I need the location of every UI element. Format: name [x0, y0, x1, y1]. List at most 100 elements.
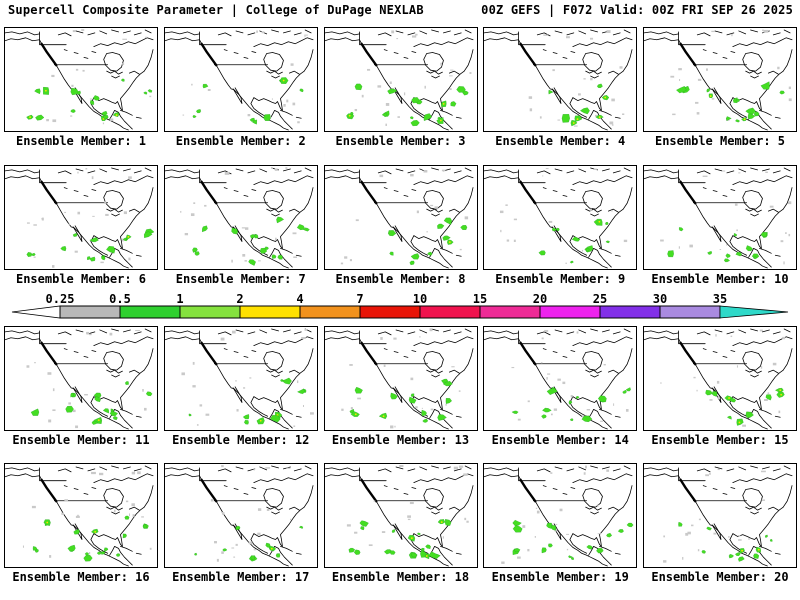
ensemble-member-label: Ensemble Member: 19 [491, 570, 629, 584]
map-north-america [323, 165, 478, 270]
ensemble-member-label: Ensemble Member: 15 [651, 433, 789, 447]
panel-row-3: Ensemble Member: 11 [4, 326, 797, 447]
ensemble-member-label: Ensemble Member: 4 [495, 134, 626, 148]
low-value-speckles [181, 328, 314, 427]
colorbar-tick-label: 2 [236, 292, 243, 306]
map-north-america [643, 326, 797, 431]
low-value-speckles [340, 328, 460, 429]
low-value-speckles [354, 30, 471, 126]
scp-green-areas [192, 77, 304, 125]
low-value-speckles [660, 170, 792, 265]
ensemble-panel: Ensemble Member: 19 [483, 463, 638, 584]
colorbar-tick-label: 30 [653, 292, 667, 306]
map-north-america [4, 27, 158, 132]
colorbar: 0.25 0.5 1 2 4 7 10 15 20 25 30 35 [4, 292, 796, 320]
scp-green-areas [676, 81, 785, 123]
ensemble-member-label: Ensemble Member: 1 [15, 134, 147, 148]
colorbar-tick-label: 20 [533, 292, 547, 306]
colorbar-tick-label: 10 [413, 292, 427, 306]
header: Supercell Composite Parameter | College … [8, 3, 793, 17]
colorbar-tick-label: 0.25 [46, 292, 75, 306]
scp-green-areas [548, 83, 610, 127]
ensemble-member-label: Ensemble Member: 3 [335, 134, 466, 148]
ensemble-member-label: Ensemble Member: 8 [335, 272, 466, 286]
scp-green-areas [32, 515, 149, 562]
map-north-america [483, 463, 638, 568]
scp-green-areas [538, 218, 611, 264]
panel-row-2: Ensemble Member: 6 [4, 165, 797, 286]
map-north-america [4, 326, 158, 431]
ensemble-panel: Ensemble Member: 15 [643, 326, 797, 447]
ensemble-member-label: Ensemble Member: 5 [654, 134, 786, 148]
scp-green-areas [349, 378, 453, 423]
scp-green-areas [26, 228, 155, 262]
scp-green-areas [26, 78, 153, 121]
scp-green-areas [192, 216, 310, 266]
ensemble-member-label: Ensemble Member: 14 [491, 433, 629, 447]
ensemble-member-label: Ensemble Member: 13 [331, 433, 470, 447]
ensemble-member-label: Ensemble Member: 9 [495, 272, 626, 286]
ensemble-member-label: Ensemble Member: 11 [12, 433, 150, 447]
colorbar-tick-label: 25 [593, 292, 607, 306]
ensemble-member-label: Ensemble Member: 12 [172, 433, 310, 447]
low-value-speckles [210, 465, 291, 562]
low-value-speckles [346, 465, 469, 547]
scp-green-areas [678, 521, 773, 562]
colorbar-tick-label: 0.5 [109, 292, 131, 306]
map-north-america [4, 463, 158, 568]
ensemble-panel: Ensemble Member: 10 [643, 165, 797, 286]
ensemble-panel: Ensemble Member: 12 [163, 326, 318, 447]
low-value-speckles [26, 168, 132, 268]
ensemble-panel: Ensemble Member: 3 [323, 27, 478, 148]
map-north-america [163, 27, 318, 132]
scp-green-areas [348, 519, 451, 560]
ensemble-member-label: Ensemble Member: 2 [175, 134, 306, 148]
map-north-america [163, 165, 318, 270]
colorbar-scale: 0.25 0.5 1 2 4 7 10 15 20 25 30 35 [11, 292, 789, 319]
map-north-america [483, 165, 638, 270]
ensemble-panel: Ensemble Member: 16 [4, 463, 158, 584]
map-north-america [483, 27, 638, 132]
panel-row-1: Ensemble Member: 1 [4, 27, 797, 148]
low-value-speckles [500, 168, 628, 264]
map-north-america [4, 165, 158, 270]
ensemble-member-label: Ensemble Member: 20 [651, 570, 789, 584]
scp-green-areas [387, 217, 467, 266]
ensemble-panel: Ensemble Member: 2 [163, 27, 318, 148]
ensemble-member-label: Ensemble Member: 18 [331, 570, 470, 584]
scp-green-areas [512, 519, 634, 560]
map-north-america [323, 463, 478, 568]
scp-green-areas [188, 377, 307, 425]
ensemble-member-label: Ensemble Member: 7 [175, 272, 306, 286]
colorbar-tick-label: 15 [473, 292, 487, 306]
scp-green-areas [667, 227, 768, 263]
ensemble-member-label: Ensemble Member: 16 [12, 570, 150, 584]
title-product: Supercell Composite Parameter | College … [8, 3, 424, 17]
ensemble-panel: Ensemble Member: 20 [643, 463, 797, 584]
scp-green-areas [705, 387, 785, 426]
low-value-speckles [340, 169, 468, 265]
low-value-speckles [528, 30, 625, 127]
colorbar-tick-label: 4 [296, 292, 303, 306]
title-model-valid-time: 00Z GEFS | F072 Valid: 00Z FRI SEP 26 20… [481, 3, 793, 17]
ensemble-panel: Ensemble Member: 18 [323, 463, 478, 584]
ensemble-panel: Ensemble Member: 7 [163, 165, 318, 286]
ensemble-panel: Ensemble Member: 1 [4, 27, 158, 148]
ensemble-member-label: Ensemble Member: 10 [651, 272, 789, 286]
low-value-speckles [22, 471, 152, 558]
scp-green-areas [193, 525, 303, 562]
colorbar-tick-label: 1 [176, 292, 183, 306]
scp-green-areas [345, 83, 469, 127]
map-north-america [643, 463, 797, 568]
ensemble-panel: Ensemble Member: 4 [483, 27, 638, 148]
low-value-speckles [663, 468, 766, 563]
map-north-america [643, 27, 797, 132]
scp-green-areas [511, 387, 632, 423]
ensemble-member-label: Ensemble Member: 17 [172, 570, 310, 584]
low-value-speckles [46, 29, 152, 125]
map-north-america [323, 326, 478, 431]
map-north-america [483, 326, 638, 431]
map-north-america [643, 165, 797, 270]
panel-row-4: Ensemble Member: 16 [4, 463, 797, 584]
